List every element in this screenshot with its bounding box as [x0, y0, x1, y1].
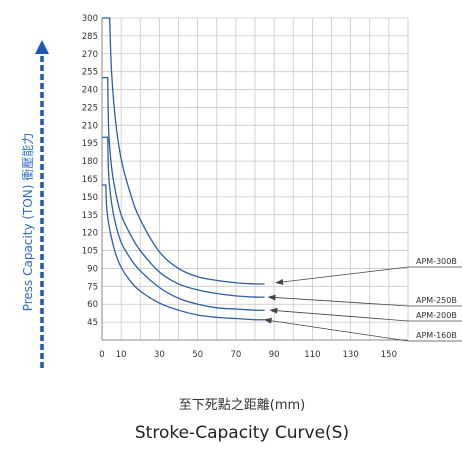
series-label: APM-160B [416, 331, 457, 340]
y-tick-label: 165 [82, 175, 98, 185]
chart-title: Stroke-Capacity Curve(S) [135, 423, 349, 443]
series-callouts: APM-300B APM-250B APM-200B APM-160B [263, 257, 462, 342]
callout-arrow [267, 294, 409, 307]
series-line-apm-300b [102, 17, 265, 285]
series-line-apm-160b [102, 184, 265, 321]
callout-arrow [263, 317, 409, 342]
series-lines [102, 17, 265, 321]
callout-arrow [275, 266, 409, 285]
y-arrow-head [35, 40, 49, 54]
y-tick-label: 45 [87, 318, 98, 328]
callout-arrow [269, 307, 409, 322]
y-tick-label: 75 [87, 282, 98, 292]
y-tick-label: 195 [82, 139, 98, 149]
x-tick-label: 30 [154, 350, 165, 360]
y-tick-label: 225 [82, 103, 98, 113]
axes [101, 18, 408, 341]
y-tick-label: 150 [82, 193, 98, 203]
y-axis-arrow [35, 40, 49, 368]
x-tick-label: 110 [304, 350, 320, 360]
y-tick-label: 255 [82, 68, 98, 78]
y-tick-label: 240 [82, 86, 98, 96]
y-tick-label: 285 [82, 32, 98, 42]
y-tick-labels: 45 60 75 90 105 120 135 150 165 180 195 210 225 240 25… [82, 14, 98, 328]
series-label: APM-250B [416, 296, 457, 305]
series-label: APM-300B [416, 257, 457, 266]
y-tick-label: 180 [82, 157, 98, 167]
x-axis-title: 至下死點之距離(mm) [179, 398, 305, 413]
y-tick-label: 60 [87, 300, 98, 310]
y-tick-label: 90 [87, 264, 98, 274]
x-tick-label: 70 [230, 350, 241, 360]
x-tick-label: 50 [192, 350, 203, 360]
y-tick-label: 210 [82, 121, 98, 131]
y-tick-label: 300 [82, 14, 98, 24]
series-line-apm-250b [102, 76, 265, 298]
x-tick-labels: 0 10 30 50 70 90 110 130 150 [99, 350, 397, 360]
x-tick-label: 10 [116, 350, 127, 360]
gridlines [101, 17, 409, 340]
y-tick-label: 135 [82, 211, 98, 221]
series-label: APM-200B [416, 311, 457, 320]
x-tick-label: 0 [99, 350, 104, 360]
series-line-apm-200b [102, 136, 265, 311]
y-axis-title: Press Capacity (TON) 衝壓能力 [21, 133, 35, 312]
y-tick-label: 270 [82, 50, 98, 60]
x-tick-label: 150 [381, 350, 397, 360]
y-tick-label: 120 [82, 229, 98, 239]
x-tick-label: 130 [343, 350, 359, 360]
x-tick-label: 90 [269, 350, 280, 360]
y-tick-label: 105 [82, 247, 98, 257]
